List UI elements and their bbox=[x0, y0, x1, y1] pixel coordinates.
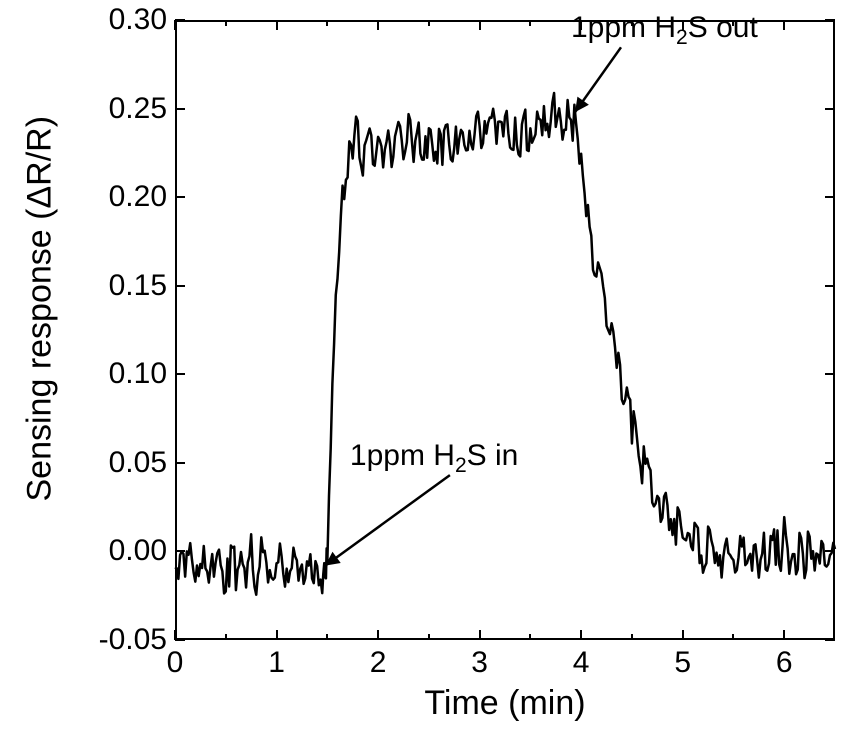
arrow-gas-out bbox=[0, 0, 860, 741]
sensing-response-chart: Sensing response (ΔR/R) Time (min) 01234… bbox=[0, 0, 860, 741]
